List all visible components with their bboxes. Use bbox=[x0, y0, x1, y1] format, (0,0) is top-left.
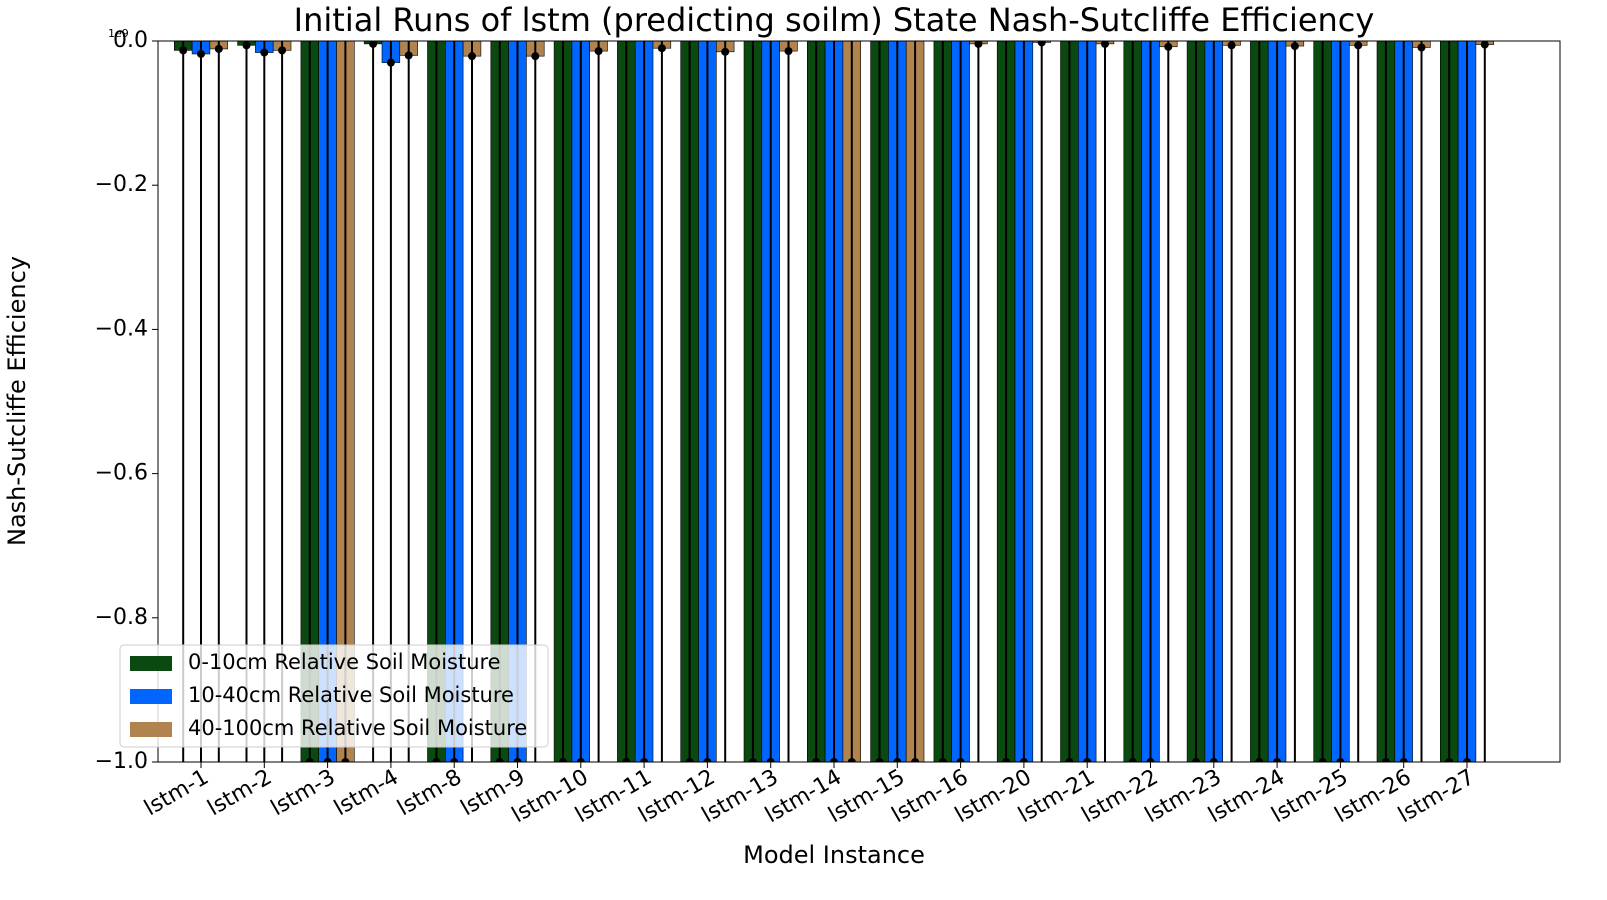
value-marker bbox=[830, 758, 838, 762]
value-marker bbox=[576, 758, 585, 762]
value-marker bbox=[875, 758, 884, 762]
value-marker bbox=[1318, 758, 1327, 762]
value-marker bbox=[242, 41, 251, 50]
value-marker bbox=[1417, 43, 1426, 52]
y-tick-label: −0.8 bbox=[95, 605, 148, 630]
value-marker bbox=[812, 758, 821, 762]
value-marker bbox=[1128, 758, 1137, 762]
value-marker bbox=[386, 58, 395, 67]
value-marker bbox=[1192, 758, 1200, 762]
legend-box bbox=[119, 644, 549, 748]
value-marker bbox=[1083, 758, 1092, 762]
value-marker bbox=[1445, 758, 1454, 762]
value-marker bbox=[594, 47, 603, 56]
y-tick-label: −0.6 bbox=[95, 461, 148, 486]
y-offset-label: 1e9 bbox=[108, 27, 129, 40]
legend-swatch bbox=[130, 689, 172, 704]
value-marker bbox=[305, 758, 314, 762]
value-marker bbox=[911, 758, 920, 762]
value-marker bbox=[531, 52, 540, 61]
legend-label: 40-100cm Relative Soil Moisture bbox=[188, 716, 527, 740]
value-marker bbox=[214, 44, 223, 53]
x-tick-label: lstm-4 bbox=[330, 765, 403, 821]
legend-label: 10-40cm Relative Soil Moisture bbox=[188, 683, 514, 707]
x-tick-label: lstm-2 bbox=[204, 765, 277, 821]
value-marker bbox=[197, 49, 205, 58]
value-marker bbox=[341, 758, 350, 762]
value-marker bbox=[847, 758, 856, 762]
value-marker bbox=[1227, 41, 1236, 50]
value-marker bbox=[404, 51, 413, 60]
value-marker bbox=[640, 758, 649, 762]
y-tick-label: −1.0 bbox=[95, 749, 148, 774]
value-marker bbox=[974, 41, 983, 48]
value-marker bbox=[559, 758, 567, 762]
value-marker bbox=[1354, 41, 1363, 50]
legend-swatch bbox=[130, 722, 172, 737]
legend-label: 0-10cm Relative Soil Moisture bbox=[188, 650, 501, 674]
value-marker bbox=[766, 758, 775, 762]
value-marker bbox=[432, 758, 441, 762]
value-marker bbox=[468, 52, 476, 61]
value-marker bbox=[369, 41, 378, 48]
value-marker bbox=[1290, 42, 1299, 51]
value-marker bbox=[323, 758, 332, 762]
y-tick-label: 0.0 bbox=[113, 28, 148, 53]
value-marker bbox=[278, 46, 287, 55]
x-tick-label: lstm-3 bbox=[267, 765, 340, 821]
value-marker bbox=[703, 758, 712, 762]
value-marker bbox=[1399, 758, 1408, 762]
x-tick-label: lstm-1 bbox=[140, 765, 213, 821]
plot-frame bbox=[157, 40, 1561, 763]
value-marker bbox=[1273, 758, 1282, 762]
plot-area bbox=[174, 41, 1495, 762]
y-tick-label: −0.2 bbox=[95, 172, 148, 197]
value-marker bbox=[513, 758, 522, 762]
value-marker bbox=[1336, 758, 1345, 762]
value-marker bbox=[721, 47, 730, 56]
value-marker bbox=[450, 758, 459, 762]
value-marker bbox=[1101, 41, 1109, 48]
value-marker bbox=[1463, 758, 1471, 762]
value-marker bbox=[685, 758, 694, 762]
x-tick-label: lstm-8 bbox=[393, 765, 466, 821]
value-marker bbox=[1037, 41, 1046, 47]
chart-title: Initial Runs of lstm (predicting soilm) … bbox=[294, 1, 1375, 39]
value-marker bbox=[784, 47, 793, 56]
value-marker bbox=[1146, 758, 1155, 762]
value-marker bbox=[179, 46, 188, 55]
value-marker bbox=[1065, 758, 1074, 762]
value-marker bbox=[893, 758, 902, 762]
value-marker bbox=[622, 758, 631, 762]
value-marker bbox=[1209, 758, 1218, 762]
y-axis-label: Nash-Sutcliffe Efficiency bbox=[3, 256, 31, 546]
value-marker bbox=[1019, 758, 1028, 762]
y-tick-label: −0.4 bbox=[95, 316, 148, 341]
value-marker bbox=[657, 44, 666, 53]
legend-swatch bbox=[130, 656, 172, 671]
value-marker bbox=[260, 48, 269, 57]
value-marker bbox=[938, 758, 947, 762]
value-marker bbox=[1002, 758, 1011, 762]
value-marker bbox=[1164, 42, 1173, 51]
value-marker bbox=[1255, 758, 1264, 762]
value-marker bbox=[956, 758, 965, 762]
value-marker bbox=[1381, 758, 1390, 762]
value-marker bbox=[748, 758, 757, 762]
value-marker bbox=[495, 758, 504, 762]
x-axis-label: Model Instance bbox=[743, 841, 925, 869]
value-marker bbox=[1480, 41, 1489, 49]
